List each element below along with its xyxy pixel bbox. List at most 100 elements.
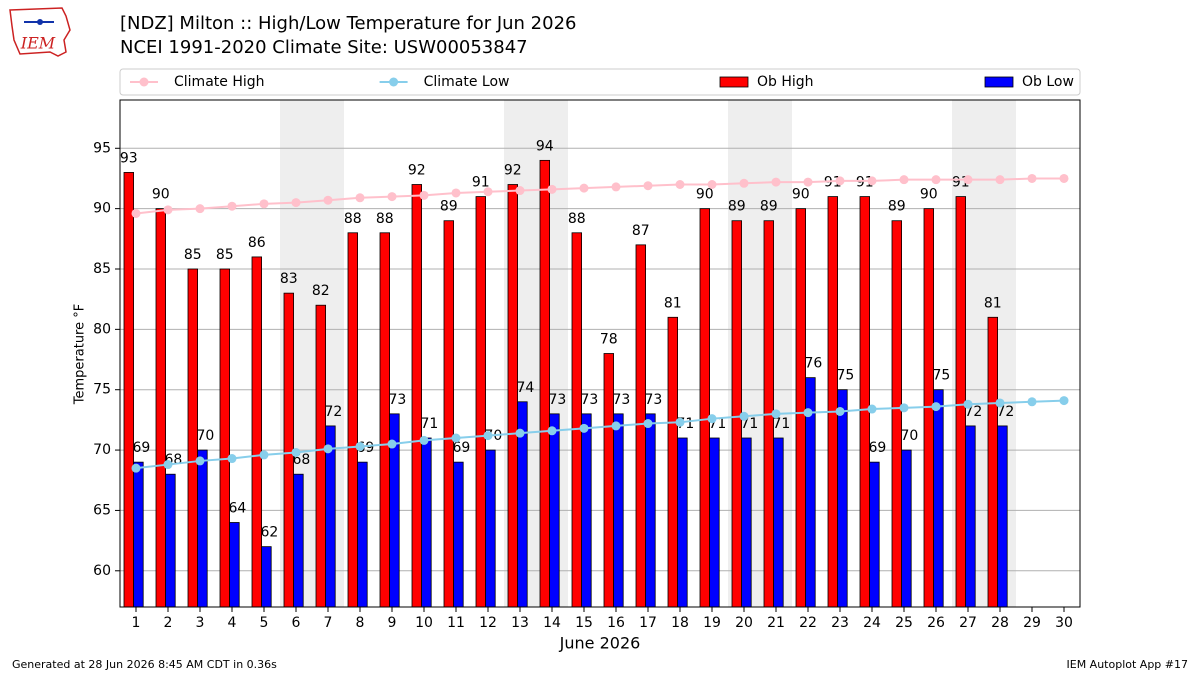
x-tick-label: 10 (415, 615, 433, 631)
line-marker (931, 402, 941, 412)
line-marker (323, 195, 333, 205)
x-tick-label: 30 (1055, 615, 1073, 631)
bar (901, 449, 912, 608)
line-marker (419, 435, 429, 445)
bar (133, 461, 144, 608)
data-label: 73 (580, 392, 598, 408)
x-tick-label: 9 (388, 615, 397, 631)
bar (549, 413, 560, 608)
line-marker (451, 188, 461, 198)
bar (165, 473, 176, 608)
bar (773, 437, 784, 608)
line-marker (483, 187, 493, 197)
bar (315, 304, 327, 608)
x-tick-label: 20 (735, 615, 753, 631)
bar (411, 184, 423, 608)
data-label: 74 (516, 380, 534, 396)
line-marker (675, 417, 685, 427)
line-marker (739, 411, 749, 421)
data-label: 69 (868, 440, 886, 456)
legend-label: Climate Low (424, 74, 510, 90)
line-marker (803, 177, 813, 187)
bar (837, 389, 848, 608)
data-label: 89 (728, 199, 746, 215)
data-label: 62 (260, 525, 278, 541)
line-marker (867, 176, 877, 186)
legend-swatch (719, 76, 749, 88)
x-tick-label: 29 (1023, 615, 1041, 631)
data-label: 69 (452, 440, 470, 456)
bar (731, 220, 743, 608)
x-tick-label: 24 (863, 615, 881, 631)
x-tick-label: 18 (671, 615, 689, 631)
line-marker (259, 199, 269, 209)
line-marker (963, 399, 973, 409)
data-label: 73 (644, 392, 662, 408)
x-tick-label: 17 (639, 615, 657, 631)
logo-icon (37, 19, 43, 25)
bar (859, 196, 871, 608)
y-tick-label: 95 (93, 140, 111, 156)
logo-outline (9, 7, 71, 57)
bar (997, 425, 1008, 608)
x-tick-label: 27 (959, 615, 977, 631)
data-label: 64 (228, 501, 246, 517)
data-label: 88 (568, 211, 586, 227)
bar (677, 437, 688, 608)
line-marker (131, 463, 141, 473)
bar (251, 256, 263, 608)
chart-title: [NDZ] Milton :: High/Low Temperature for… (120, 13, 576, 34)
line-marker (387, 439, 397, 449)
bar (987, 316, 999, 608)
data-label: 88 (376, 211, 394, 227)
y-tick-label: 60 (93, 563, 111, 579)
legend-label: Climate High (174, 74, 265, 90)
x-tick-label: 4 (228, 615, 237, 631)
bar (379, 232, 391, 608)
footer-left: Generated at 28 Jun 2026 8:45 AM CDT in … (12, 658, 277, 671)
data-label: 87 (632, 223, 650, 239)
data-label: 92 (408, 163, 426, 179)
data-label: 81 (984, 295, 1002, 311)
bar (539, 159, 551, 608)
y-axis-label: Temperature °F (73, 304, 88, 405)
bar (443, 220, 455, 608)
data-label: 90 (792, 187, 810, 203)
line-marker (995, 175, 1005, 185)
data-label: 76 (804, 356, 822, 372)
bar (613, 413, 624, 608)
x-tick-label: 12 (479, 615, 497, 631)
line-marker (579, 183, 589, 193)
data-label: 75 (932, 368, 950, 384)
line-marker (227, 201, 237, 211)
bar (229, 522, 240, 608)
line-marker (355, 441, 365, 451)
bar (581, 413, 592, 608)
line-marker (1059, 396, 1069, 406)
line-marker (419, 190, 429, 200)
x-tick-label: 2 (164, 615, 173, 631)
x-tick-label: 23 (831, 615, 849, 631)
bar (197, 449, 208, 608)
logo: IEM (9, 7, 71, 57)
bar (475, 196, 487, 608)
data-label: 93 (120, 150, 138, 166)
line-marker (1027, 173, 1037, 183)
bar (699, 208, 711, 608)
legend-label: Ob High (757, 74, 814, 90)
x-tick-label: 21 (767, 615, 785, 631)
x-axis-label: June 2026 (559, 634, 641, 653)
line-marker (131, 208, 141, 218)
data-label: 73 (548, 392, 566, 408)
x-tick-label: 7 (324, 615, 333, 631)
data-label: 75 (836, 368, 854, 384)
bar (635, 244, 647, 608)
line-marker (771, 177, 781, 187)
bar (891, 220, 903, 608)
bar (667, 316, 679, 608)
line-marker (451, 433, 461, 443)
legend-label: Ob Low (1022, 74, 1074, 90)
bar (955, 196, 967, 608)
line-marker (643, 181, 653, 191)
